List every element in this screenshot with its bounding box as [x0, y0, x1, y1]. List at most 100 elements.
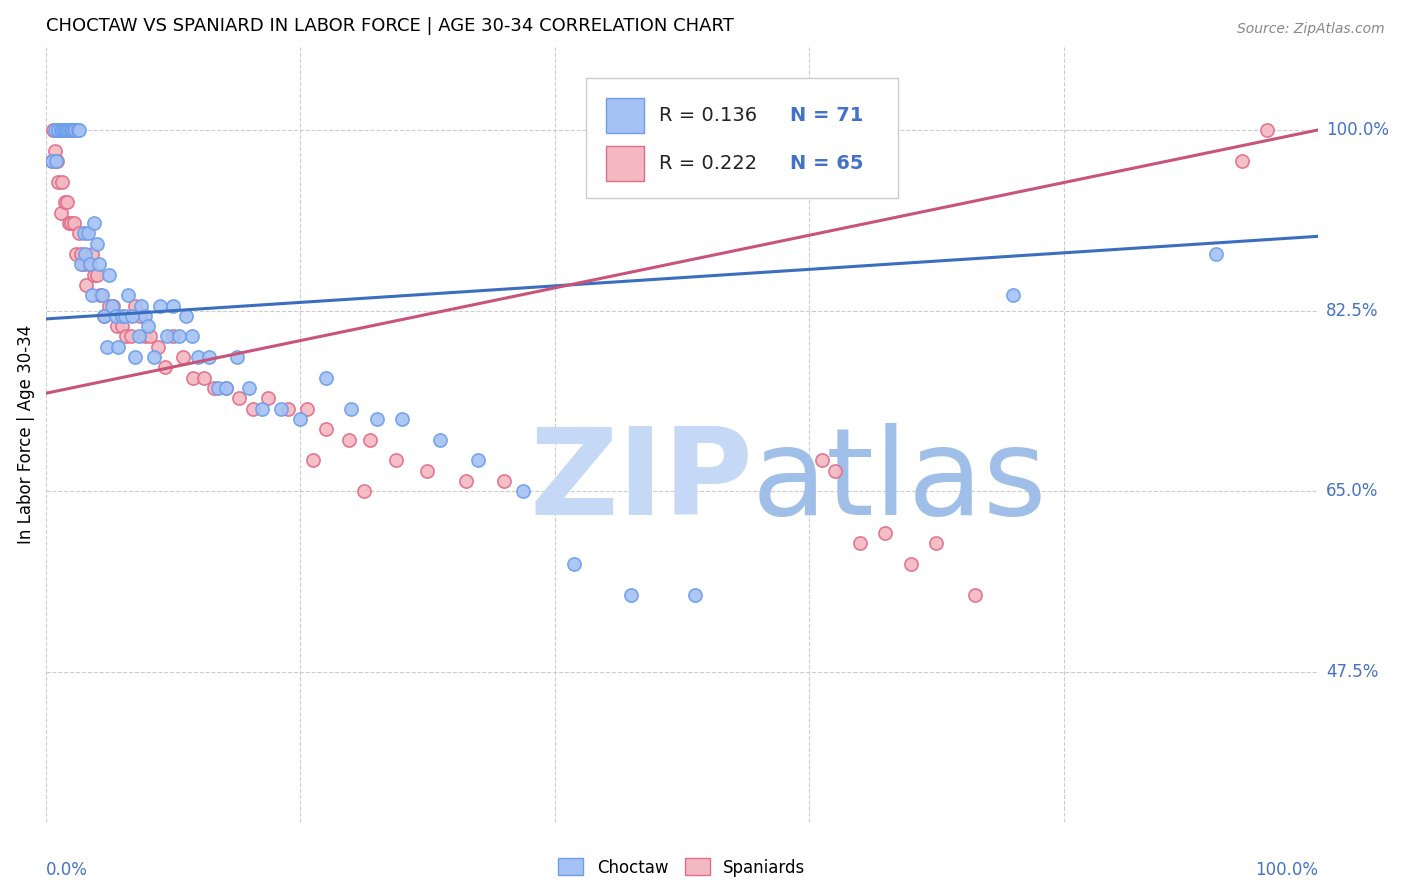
Point — [340, 401, 363, 416]
Point — [51, 175, 73, 189]
Point — [53, 123, 76, 137]
Point — [62, 216, 84, 230]
Point — [70, 247, 93, 261]
Point — [65, 247, 87, 261]
Point — [454, 474, 477, 488]
Point — [875, 525, 897, 540]
Point — [73, 257, 96, 271]
Point — [93, 309, 115, 323]
Point — [107, 340, 129, 354]
Point — [512, 484, 534, 499]
Point — [1256, 123, 1278, 137]
Point — [117, 288, 139, 302]
Point — [121, 309, 143, 323]
Point — [67, 123, 90, 137]
Y-axis label: In Labor Force | Age 30-34: In Labor Force | Age 30-34 — [17, 325, 35, 544]
Point — [359, 433, 381, 447]
Point — [56, 195, 79, 210]
Text: ZIP: ZIP — [529, 423, 754, 540]
Point — [139, 329, 162, 343]
Point — [129, 309, 152, 323]
Point — [104, 309, 127, 323]
Text: R = 0.136: R = 0.136 — [659, 106, 756, 125]
Point — [124, 298, 146, 312]
Point — [86, 268, 108, 282]
Point — [811, 453, 834, 467]
Point — [49, 205, 72, 219]
Point — [45, 153, 67, 168]
Point — [391, 412, 413, 426]
Point — [467, 453, 489, 467]
Point — [295, 401, 318, 416]
Point — [174, 309, 197, 323]
Point — [146, 340, 169, 354]
Point — [337, 433, 360, 447]
Point — [620, 588, 643, 602]
Point — [98, 268, 121, 282]
Point — [193, 371, 215, 385]
Point — [73, 226, 96, 240]
Point — [250, 401, 273, 416]
Point — [120, 329, 142, 343]
Point — [183, 371, 205, 385]
Point — [89, 288, 111, 302]
Point — [963, 588, 986, 602]
Point — [45, 153, 67, 168]
Point — [492, 474, 515, 488]
Point — [48, 123, 70, 137]
Point — [83, 216, 105, 230]
Point — [824, 464, 846, 478]
Text: Source: ZipAtlas.com: Source: ZipAtlas.com — [1237, 22, 1385, 37]
Text: 100.0%: 100.0% — [1256, 861, 1317, 879]
Point — [257, 392, 280, 406]
Point — [228, 392, 250, 406]
Point — [197, 350, 219, 364]
Point — [83, 268, 105, 282]
Point — [384, 453, 406, 467]
Point — [52, 123, 75, 137]
Point — [155, 360, 177, 375]
Point — [128, 329, 150, 343]
Point — [187, 350, 209, 364]
Text: 100.0%: 100.0% — [1326, 121, 1389, 139]
Text: N = 65: N = 65 — [790, 154, 863, 173]
Point — [849, 536, 872, 550]
Point — [58, 216, 80, 230]
Point — [111, 309, 134, 323]
Point — [101, 298, 124, 312]
Point — [242, 401, 264, 416]
Text: R = 0.222: R = 0.222 — [659, 154, 756, 173]
Point — [416, 464, 439, 478]
Point — [46, 153, 69, 168]
Point — [136, 319, 159, 334]
Point — [290, 412, 312, 426]
Point — [55, 123, 77, 137]
Point — [58, 123, 80, 137]
Point — [562, 557, 585, 571]
Point — [93, 309, 115, 323]
Point — [169, 329, 191, 343]
Point — [172, 350, 194, 364]
Point — [80, 288, 103, 302]
Point — [66, 123, 89, 137]
Point — [96, 340, 118, 354]
Point — [114, 309, 136, 323]
Text: 47.5%: 47.5% — [1326, 663, 1379, 681]
Point — [60, 123, 83, 137]
Point — [86, 236, 108, 251]
Point — [98, 298, 121, 312]
FancyBboxPatch shape — [606, 98, 644, 133]
Point — [1001, 288, 1024, 302]
Point — [1205, 247, 1227, 261]
Point — [162, 298, 184, 312]
Point — [49, 123, 72, 137]
Point — [202, 381, 225, 395]
Legend: Choctaw, Spaniards: Choctaw, Spaniards — [551, 852, 813, 883]
FancyBboxPatch shape — [586, 78, 898, 198]
Point — [62, 123, 84, 137]
Text: N = 71: N = 71 — [790, 106, 863, 125]
Point — [429, 433, 451, 447]
Point — [105, 319, 128, 334]
Text: 82.5%: 82.5% — [1326, 301, 1379, 319]
Point — [315, 371, 337, 385]
